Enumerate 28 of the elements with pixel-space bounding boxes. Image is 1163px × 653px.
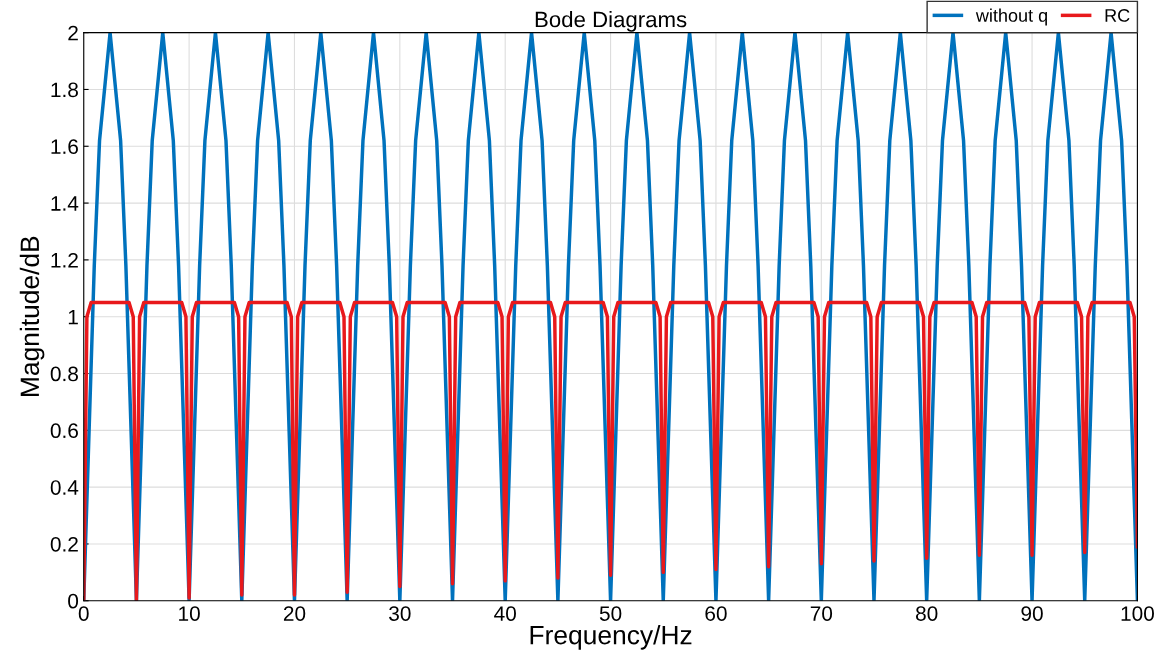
legend-label: RC [1105,9,1130,22]
y-tick-label: 1.4 [51,196,79,211]
x-tick-label: 50 [599,606,622,621]
y-tick-label: 0.2 [50,536,78,552]
x-tick-label: 20 [283,606,306,621]
y-tick-label: 0 [68,593,79,609]
x-axis-title: Frequency/Hz [530,625,692,650]
y-tick-label: 0.8 [50,366,78,382]
line-series [83,32,1138,601]
legend-label: without q [975,8,1047,26]
y-tick-label: 0.4 [50,480,79,495]
y-tick-label: 2 [68,25,78,41]
x-tick-label: 30 [389,606,411,621]
x-tick-label: 90 [1021,606,1043,621]
x-tick-label: 10 [179,606,200,621]
x-tick-label: 70 [810,606,833,621]
chart-title: Bode Diagrams [535,10,687,32]
y-tick-label: 1.6 [51,139,78,155]
x-tick-label: 100 [1121,606,1154,621]
y-tick-label: 0.6 [50,423,78,439]
y-axis-title: Magnitude/dB [19,236,45,396]
y-tick-label: 1.2 [51,252,78,268]
x-tick-label: 0 [78,606,89,621]
x-tick-label: 40 [494,606,516,621]
x-tick-label: 80 [916,606,938,621]
y-tick-label: 1 [68,309,78,325]
x-tick-label: 60 [705,606,727,621]
y-tick-label: 1.8 [51,82,78,98]
